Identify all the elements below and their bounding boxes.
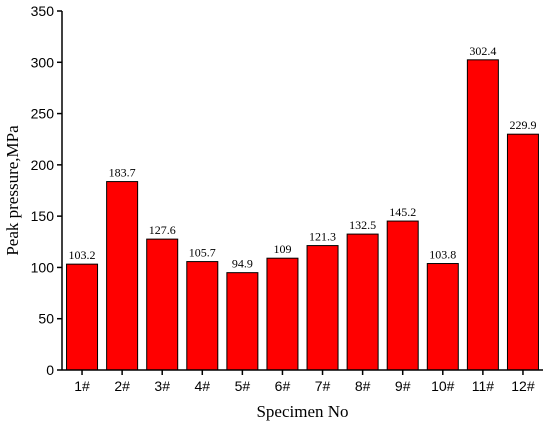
bar [506,133,539,371]
bars [66,59,539,371]
y-tick-label: 350 [31,3,55,19]
bar [466,59,499,371]
bar [266,257,299,371]
y-tick-label: 250 [31,106,55,122]
bar [426,263,459,371]
data-label: 109 [273,242,291,256]
x-tick-label: 8# [355,378,371,394]
x-tick-label: 3# [154,378,170,394]
bar [346,233,379,371]
y-tick-label: 150 [31,208,55,224]
y-axis-title: Peak pressure,MPa [3,125,22,256]
x-axis-title: Specimen No [256,402,348,421]
x-tick-label: 2# [114,378,130,394]
y-tick-label: 200 [31,157,55,173]
bar [66,263,99,371]
bar [146,238,179,371]
bar [106,181,139,371]
data-label: 94.9 [232,257,253,271]
data-label: 302.4 [469,44,496,58]
x-tick-label: 1# [74,378,90,394]
bar [306,245,339,371]
data-label: 132.5 [349,218,376,232]
data-labels: 103.2 183.7 127.6 105.7 94.9 109 121.3 132.5 145… [69,44,537,271]
x-tick-label: 9# [395,378,411,394]
data-label: 229.9 [509,118,536,132]
data-label: 145.2 [389,205,416,219]
x-tick-label: 10# [431,378,455,394]
bar [226,272,259,371]
y-tick-label: 100 [31,259,55,275]
x-tick-label: 6# [275,378,291,394]
y-tick-label: 300 [31,54,55,70]
data-label: 103.2 [69,248,96,262]
y-axis-ticks: 0 50 100 150 200 250 300 350 [31,3,62,378]
bar [186,261,219,371]
data-label: 183.7 [109,166,136,180]
x-tick-label: 5# [235,378,251,394]
x-axis-ticks: 1# 2# 3# 4# 5# 6# 7# 8# 9# 10# 11# 12# [74,370,535,394]
x-tick-label: 11# [472,378,495,394]
x-tick-label: 4# [195,378,211,394]
x-tick-label: 12# [511,378,535,394]
data-label: 127.6 [149,223,176,237]
data-label: 121.3 [309,230,336,244]
data-label: 103.8 [429,248,456,262]
y-tick-label: 0 [46,362,54,378]
bar [386,220,419,371]
y-tick-label: 50 [38,311,54,327]
data-label: 105.7 [189,246,216,260]
x-tick-label: 7# [315,378,331,394]
